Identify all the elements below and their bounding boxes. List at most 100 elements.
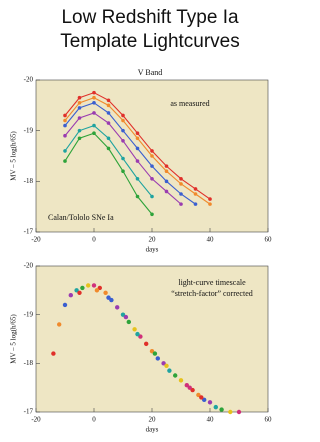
point [97,285,103,291]
point [80,285,85,291]
y-tick-label: -18 [24,359,34,367]
x-tick-label: 60 [265,416,273,424]
annotation: light-curve timescale [178,278,246,287]
y-tick-label: -17 [24,408,34,416]
x-tick-label: -20 [31,416,41,424]
point [199,395,204,400]
point [179,182,183,186]
point [150,194,154,199]
point [161,361,166,366]
point [126,319,131,325]
point [51,351,56,356]
point [63,133,67,138]
point [109,297,114,303]
x-tick-label: 40 [207,416,215,424]
point [63,149,67,153]
point [77,290,82,295]
point [184,383,189,388]
subtitle: V Band [138,68,163,77]
x-axis-label: days [146,246,159,254]
point [135,331,140,337]
point [135,194,140,199]
x-tick-label: -20 [31,236,41,244]
point [92,101,96,105]
point [208,197,212,201]
point [228,409,233,415]
y-tick-label: -17 [24,228,34,236]
point [77,101,82,105]
annotation: Calan/Tololo SNe Ia [48,213,114,222]
point [135,131,140,135]
point [167,368,172,373]
point [135,159,140,163]
point [164,179,169,184]
point [77,136,82,141]
point [68,293,74,298]
point [196,392,201,398]
point [190,387,195,393]
point [193,202,198,206]
point [86,283,91,288]
point [91,283,97,288]
point [135,136,140,141]
point [208,202,212,206]
point [92,111,96,115]
point [193,187,198,191]
point [77,116,82,120]
point [236,409,242,415]
point [179,192,183,196]
x-tick-label: 0 [92,236,96,244]
point [77,128,82,133]
y-axis-label: MV – 5 log(h/65) [10,131,18,181]
point [123,314,129,320]
point [150,212,154,217]
point [150,177,154,181]
point [179,202,183,206]
point [77,106,82,110]
point [92,131,96,135]
point [164,363,169,368]
point [121,113,125,118]
y-tick-label: -20 [24,76,34,84]
x-tick-label: 20 [149,416,157,424]
point [121,128,125,133]
point [103,290,108,295]
annotation: “stretch-factor” corrected [171,289,253,298]
point [135,177,140,181]
point [121,118,125,123]
point [202,397,207,403]
annotation: as measured [170,99,209,108]
point [132,327,137,332]
point [92,123,96,128]
y-tick-label: -18 [24,177,34,185]
curve [64,102,196,205]
figure: Low Redshift Type Ia Template Lightcurve… [10,7,273,434]
point [138,334,143,339]
point [106,295,111,300]
point [106,121,111,125]
point [92,95,96,100]
point [155,356,160,361]
point [92,90,96,95]
point [150,154,154,158]
point [57,322,62,327]
point [106,146,111,151]
point [120,312,126,317]
point [207,400,213,405]
point [63,118,67,123]
title-line: Low Redshift Type Ia [61,7,239,28]
point [135,146,140,151]
point [121,169,125,173]
point [179,177,183,181]
point [152,351,158,356]
point [150,164,154,168]
point [62,302,68,308]
point [173,373,178,378]
y-tick-label: -19 [24,310,34,318]
point [213,404,218,410]
point [115,305,120,310]
point [63,123,67,128]
point [121,156,125,161]
point [106,98,111,103]
point [106,111,111,115]
